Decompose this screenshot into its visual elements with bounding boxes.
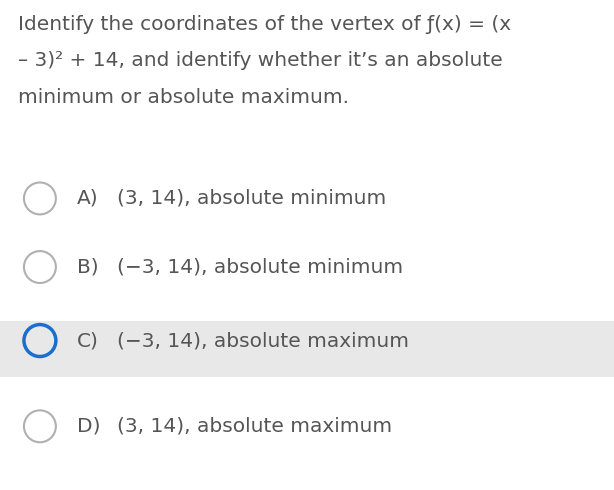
Text: B): B)	[77, 258, 98, 276]
Text: – 3)² + 14, and identify whether it’s an absolute: – 3)² + 14, and identify whether it’s an…	[18, 51, 503, 71]
FancyBboxPatch shape	[0, 321, 614, 377]
Text: (−3, 14), absolute minimum: (−3, 14), absolute minimum	[117, 258, 403, 276]
Text: A): A)	[77, 189, 98, 208]
Text: (3, 14), absolute minimum: (3, 14), absolute minimum	[117, 189, 386, 208]
Text: (−3, 14), absolute maximum: (−3, 14), absolute maximum	[117, 331, 409, 350]
Text: C): C)	[77, 331, 99, 350]
Text: Identify the coordinates of the vertex of ƒ(x) = (x: Identify the coordinates of the vertex o…	[18, 15, 511, 34]
Text: minimum or absolute maximum.: minimum or absolute maximum.	[18, 88, 349, 107]
Text: D): D)	[77, 417, 100, 436]
Text: (3, 14), absolute maximum: (3, 14), absolute maximum	[117, 417, 392, 436]
